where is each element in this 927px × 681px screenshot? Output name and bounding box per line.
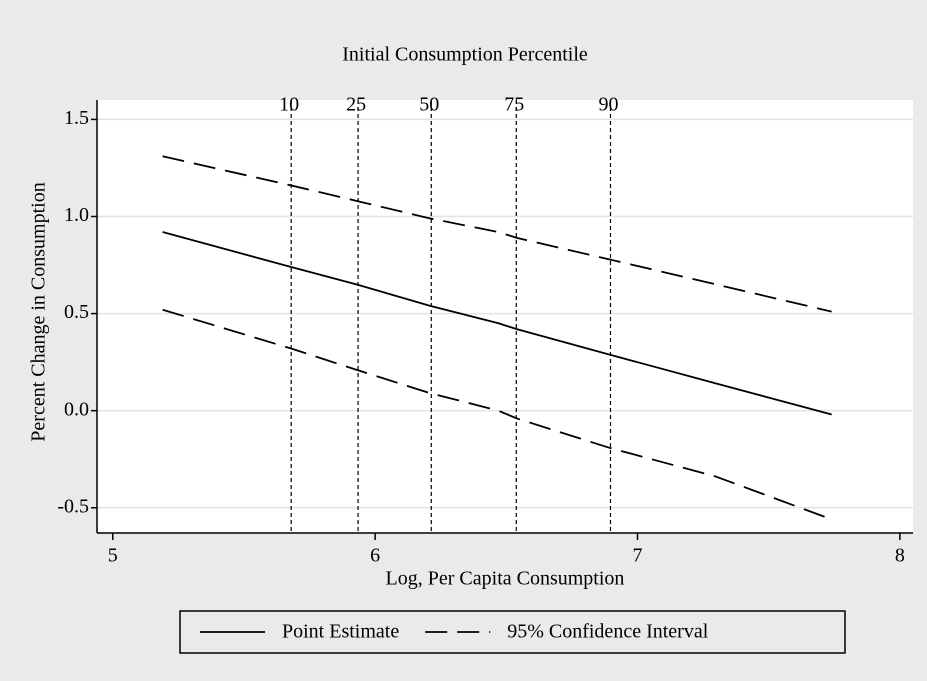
y-tick-label: 0.5 (64, 301, 89, 323)
plot-area (97, 100, 913, 533)
legend-label: Point Estimate (282, 621, 399, 643)
y-tick-label: 1.5 (64, 107, 89, 129)
y-axis-title: Percent Change in Consumption (28, 182, 50, 441)
x-tick-label: 5 (108, 545, 118, 567)
percentile-label: 25 (346, 94, 366, 116)
y-tick-label: -0.5 (57, 495, 89, 517)
x-tick-label: 7 (633, 545, 643, 567)
x-tick-label: 8 (895, 545, 905, 567)
y-tick-label: 0.0 (64, 398, 89, 420)
percentile-label: 75 (504, 94, 524, 116)
x-axis-title: Log, Per Capita Consumption (386, 568, 625, 590)
legend-box (179, 610, 846, 654)
percentile-label: 50 (419, 94, 439, 116)
series-line (162, 155, 832, 313)
percentile-label: 10 (279, 94, 299, 116)
legend-label: 95% Confidence Interval (507, 621, 708, 643)
series-line (162, 231, 832, 416)
y-tick-label: 1.0 (64, 204, 89, 226)
top-axis-title: Initial Consumption Percentile (342, 44, 588, 66)
x-tick-label: 6 (370, 545, 380, 567)
percentile-label: 90 (598, 94, 618, 116)
